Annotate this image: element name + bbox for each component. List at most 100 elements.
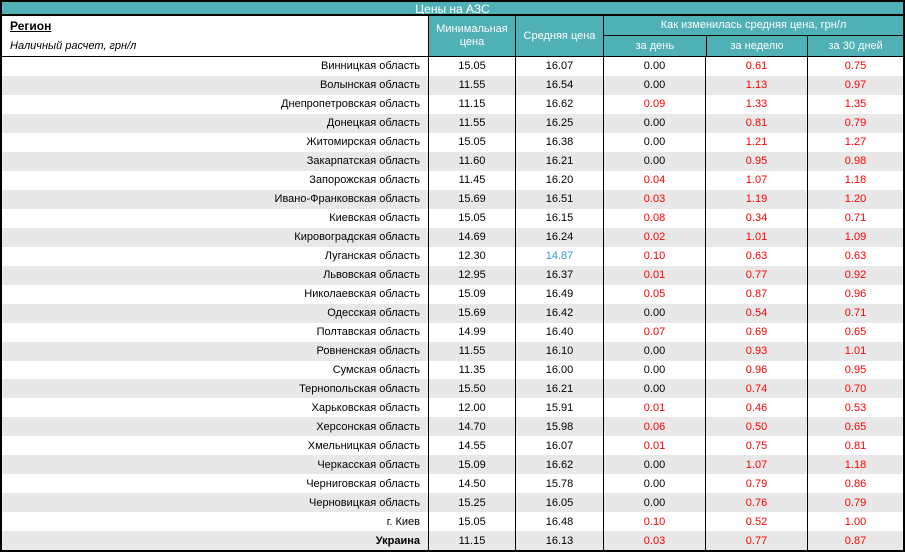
cell-change-week: 1.19: [705, 189, 807, 209]
cell-change-week: 0.61: [705, 57, 807, 76]
table-row: Луганская область 12.30 14.87 0.10 0.63 0.63: [2, 246, 903, 266]
col-header-change-month: за 30 дней: [807, 36, 903, 56]
cell-change-day: 0.00: [603, 113, 705, 133]
cell-min-price: 15.05: [428, 132, 515, 152]
cell-change-week: 0.95: [705, 151, 807, 171]
cell-region: Винницкая область: [321, 60, 420, 73]
cell-min-price: 11.35: [428, 360, 515, 380]
cell-change-day: 0.00: [603, 341, 705, 361]
region-column-title: Регион: [10, 19, 52, 33]
cell-change-month: 0.97: [807, 75, 903, 95]
cell-avg-price: 16.48: [515, 512, 603, 532]
table-title: Цены на АЗС: [2, 2, 903, 16]
table-row: Харьковская область 12.00 15.91 0.01 0.46 0.5…: [2, 398, 903, 418]
table-row: Донецкая область 11.55 16.25 0.00 0.81 0.79: [2, 113, 903, 133]
col-header-change-week: за неделю: [705, 36, 808, 56]
cell-region: Херсонская область: [316, 420, 420, 433]
cell-change-day: 0.03: [603, 189, 705, 209]
cell-region: Донецкая область: [326, 117, 420, 130]
cell-change-day: 0.10: [603, 512, 705, 532]
cell-change-month: 1.18: [807, 455, 903, 475]
cell-region: Закарпатская область: [306, 155, 420, 168]
table-row: Николаевская область 15.09 16.49 0.05 0.87 0.…: [2, 284, 903, 304]
cell-min-price: 14.69: [428, 227, 515, 247]
cell-avg-price: 16.15: [515, 208, 603, 228]
table-row: Черниговская область 14.50 15.78 0.00 0.79 0.…: [2, 474, 903, 494]
cell-avg-price: 16.21: [515, 151, 603, 171]
cell-change-month: 0.53: [807, 398, 903, 418]
table-row: Закарпатская область 11.60 16.21 0.00 0.95 0.…: [2, 151, 903, 171]
col-header-min-price: Минимальная цена: [428, 16, 515, 56]
cell-change-month: 0.71: [807, 303, 903, 323]
cell-change-day: 0.00: [603, 57, 705, 76]
cell-avg-price: 15.91: [515, 398, 603, 418]
table-row: Запорожская область 11.45 16.20 0.04 1.07 1.1…: [2, 170, 903, 190]
cell-change-month: 0.86: [807, 474, 903, 494]
cell-min-price: 15.09: [428, 455, 515, 475]
cell-min-price: 15.69: [428, 189, 515, 209]
cell-min-price: 11.45: [428, 170, 515, 190]
cell-change-week: 0.52: [705, 512, 807, 532]
cell-change-week: 0.77: [705, 531, 807, 551]
cell-avg-price: 16.20: [515, 170, 603, 190]
cell-change-day: 0.09: [603, 94, 705, 114]
cell-change-week: 0.46: [705, 398, 807, 418]
cell-min-price: 12.00: [428, 398, 515, 418]
cell-region: Сумская область: [332, 363, 420, 376]
cell-avg-price: 16.51: [515, 189, 603, 209]
cell-change-day: 0.03: [603, 531, 705, 551]
cell-change-day: 0.08: [603, 208, 705, 228]
cell-change-month: 1.18: [807, 170, 903, 190]
cell-avg-price: 16.21: [515, 379, 603, 399]
cell-change-day: 0.00: [603, 132, 705, 152]
cell-change-month: 0.92: [807, 265, 903, 285]
cell-change-day: 0.00: [603, 474, 705, 494]
table-row: Черновицкая область 15.25 16.05 0.00 0.76 0.7…: [2, 493, 903, 513]
payment-type-label: Наличный расчет, грн/л: [10, 40, 137, 52]
table-row: Волынская область 11.55 16.54 0.00 1.13 0.97: [2, 75, 903, 95]
cell-region: Одесская область: [327, 307, 420, 320]
cell-min-price: 15.69: [428, 303, 515, 323]
cell-change-month: 0.65: [807, 417, 903, 437]
region-header-cell: Регион Наличный расчет, грн/л: [2, 16, 428, 56]
cell-min-price: 15.50: [428, 379, 515, 399]
cell-min-price: 11.55: [428, 341, 515, 361]
table-row: г. Киев 15.05 16.48 0.10 0.52 1.00: [2, 512, 903, 532]
col-header-avg-price: Средняя цена: [515, 16, 603, 56]
cell-region: Ровненская область: [316, 345, 421, 358]
cell-avg-price: 16.42: [515, 303, 603, 323]
cell-change-day: 0.01: [603, 398, 705, 418]
cell-avg-price: 16.54: [515, 75, 603, 95]
cell-change-month: 0.79: [807, 493, 903, 513]
cell-min-price: 15.25: [428, 493, 515, 513]
table-row: Украина 11.15 16.13 0.03 0.77 0.87: [2, 531, 903, 551]
cell-change-week: 1.21: [705, 132, 807, 152]
cell-avg-price: 15.78: [515, 474, 603, 494]
cell-change-month: 1.27: [807, 132, 903, 152]
cell-change-month: 0.70: [807, 379, 903, 399]
cell-avg-price: 16.13: [515, 531, 603, 551]
cell-change-week: 0.87: [705, 284, 807, 304]
cell-change-day: 0.02: [603, 227, 705, 247]
cell-avg-price: 16.07: [515, 436, 603, 456]
table-row: Житомирская область 15.05 16.38 0.00 1.21 1.2…: [2, 132, 903, 152]
cell-min-price: 11.15: [428, 94, 515, 114]
cell-avg-price: 16.24: [515, 227, 603, 247]
cell-region: Киевская область: [329, 212, 420, 225]
cell-change-week: 0.81: [705, 113, 807, 133]
table-header: Регион Наличный расчет, грн/л Минимальна…: [2, 16, 903, 57]
cell-change-day: 0.00: [603, 303, 705, 323]
cell-min-price: 11.55: [428, 75, 515, 95]
table-row: Львовская область 12.95 16.37 0.01 0.77 0.92: [2, 265, 903, 285]
cell-min-price: 14.50: [428, 474, 515, 494]
cell-avg-price: 16.62: [515, 94, 603, 114]
change-columns-group: Как изменилась средняя цена, грн/л за де…: [603, 16, 903, 56]
cell-change-month: 0.63: [807, 246, 903, 266]
cell-change-day: 0.06: [603, 417, 705, 437]
cell-region: Запорожская область: [309, 174, 420, 187]
cell-min-price: 11.15: [428, 531, 515, 551]
cell-change-week: 0.96: [705, 360, 807, 380]
cell-region: Луганская область: [324, 250, 420, 263]
cell-change-week: 0.79: [705, 474, 807, 494]
cell-region: Тернопольская область: [299, 382, 420, 395]
